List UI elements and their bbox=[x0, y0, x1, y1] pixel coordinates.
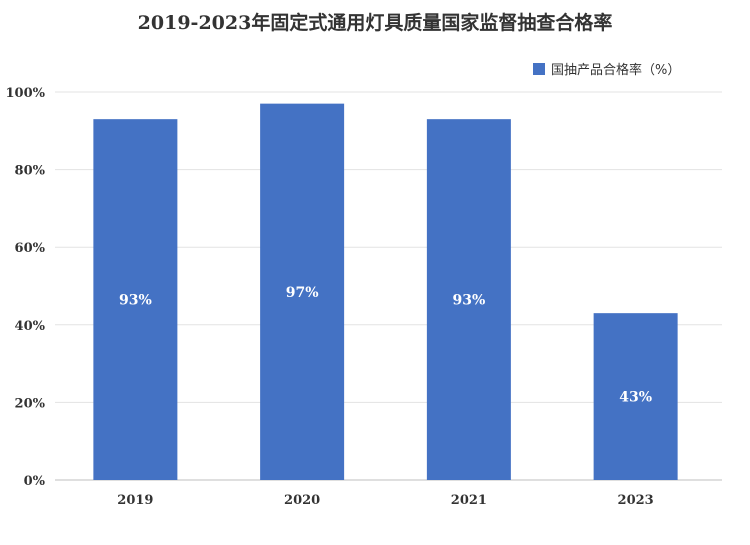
data-label: 93% bbox=[452, 293, 485, 309]
chart-title: 2019-2023年固定式通用灯具质量国家监督抽查合格率 bbox=[137, 12, 613, 34]
y-tick-label: 60% bbox=[15, 241, 46, 256]
bar bbox=[260, 103, 345, 480]
bar bbox=[593, 313, 678, 480]
legend-label: 国抽产品合格率（%） bbox=[551, 63, 681, 78]
data-label: 97% bbox=[286, 285, 319, 301]
y-tick-label: 40% bbox=[15, 319, 46, 334]
y-tick-label: 80% bbox=[15, 164, 46, 179]
x-tick-label: 2020 bbox=[284, 493, 320, 508]
y-tick-label: 0% bbox=[24, 474, 46, 489]
y-tick-label: 20% bbox=[15, 396, 46, 411]
legend-swatch bbox=[533, 62, 545, 75]
x-tick-label: 2023 bbox=[618, 493, 654, 508]
x-tick-label: 2019 bbox=[117, 493, 153, 508]
x-tick-label: 2021 bbox=[451, 493, 487, 508]
bar bbox=[426, 119, 511, 480]
data-label: 43% bbox=[619, 390, 652, 406]
bar bbox=[93, 119, 178, 480]
y-tick-label: 100% bbox=[6, 86, 46, 101]
data-label: 93% bbox=[119, 293, 152, 309]
legend: 国抽产品合格率（%） bbox=[533, 59, 680, 78]
